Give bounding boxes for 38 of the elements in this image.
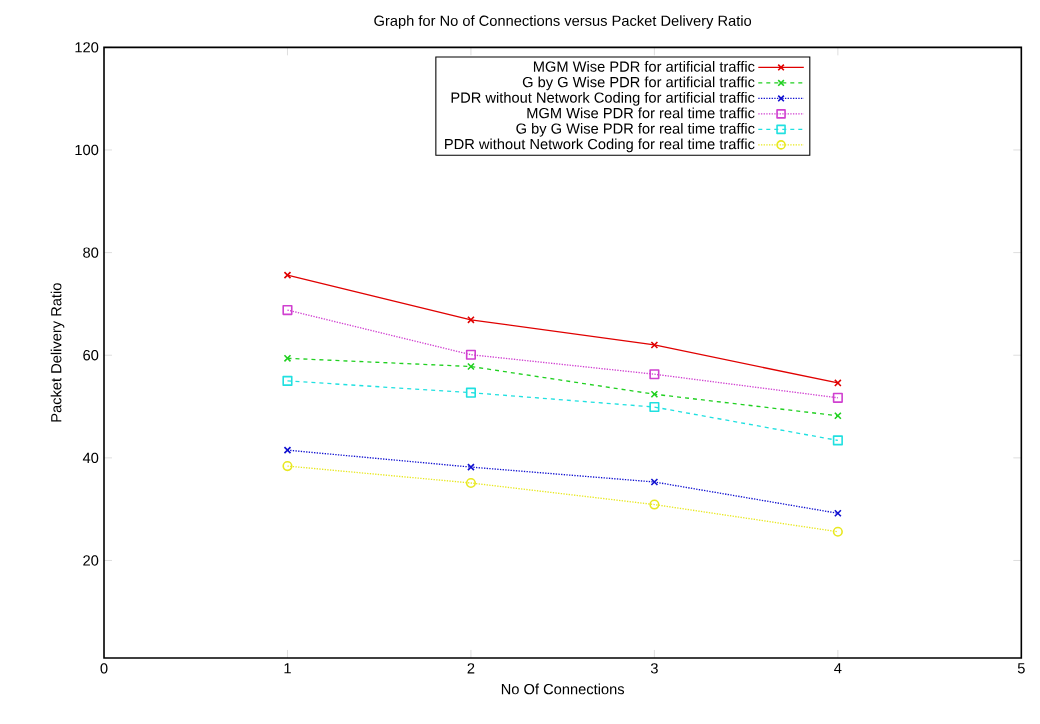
x-tick-label: 2 (467, 663, 475, 674)
point (834, 411, 842, 420)
point (832, 526, 843, 537)
chart-title: Graph for No of Connections versus Packet Delivery Ratio (374, 15, 752, 29)
point (834, 379, 842, 387)
point (832, 435, 843, 446)
x-axis-title: No Of Connections (501, 683, 625, 695)
y-tick-label: 80 (83, 247, 99, 258)
y-tick-label: 40 (82, 452, 99, 464)
point (282, 305, 293, 316)
x-tick-label: 4 (834, 663, 842, 674)
x-tick-label: 1 (284, 663, 291, 674)
point (465, 387, 476, 398)
point (834, 509, 842, 518)
point (467, 463, 475, 471)
y-tick-label: 20 (83, 555, 99, 566)
y-tick-label: 60 (83, 350, 99, 361)
x-tick-label: 3 (650, 663, 658, 674)
legend-label: MGM Wise PDR for real time traffic (527, 107, 755, 119)
legend-label: PDR without Network Coding for artificial traffic (451, 92, 755, 106)
y-tick-label: 100 (75, 144, 99, 156)
point (649, 499, 660, 510)
point (282, 461, 293, 472)
point (467, 316, 475, 324)
legend-label: G by G Wise PDR for artificial traffic (522, 76, 755, 91)
legend-label: PDR without Network Coding for real time traffic (445, 138, 755, 153)
point (465, 349, 476, 360)
legend-label: G by G Wise PDR for real time traffic (516, 123, 755, 137)
x-tick-label: 5 (1017, 663, 1025, 674)
y-axis-title: Packet Delivery Ratio (50, 283, 65, 422)
point (282, 375, 293, 386)
point (832, 392, 843, 403)
point (649, 401, 660, 413)
y-tick-label: 120 (75, 42, 99, 53)
legend-label: MGM Wise PDR for artificial traffic (533, 61, 755, 72)
point (649, 369, 660, 380)
point (465, 477, 476, 489)
x-tick-label: 0 (100, 663, 108, 674)
